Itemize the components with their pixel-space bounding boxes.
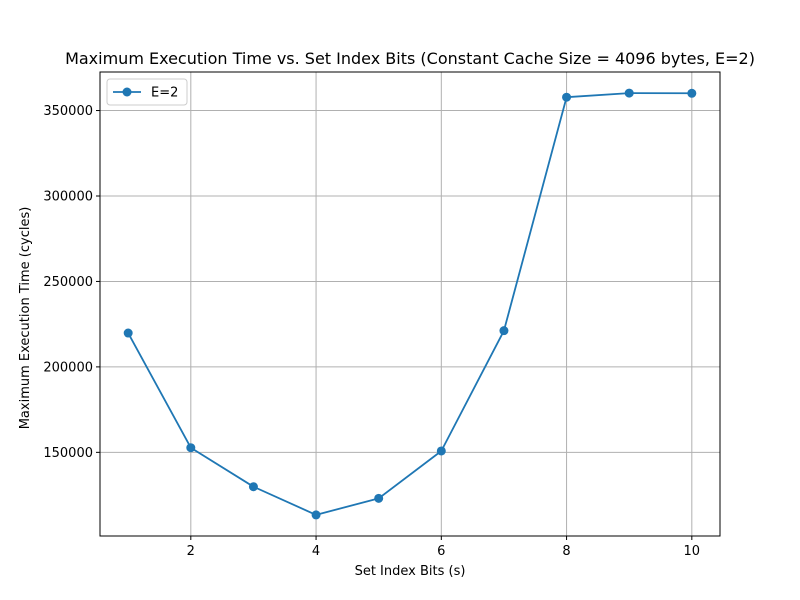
data-point (499, 326, 509, 336)
series-line (127, 92, 692, 516)
data-point (374, 493, 384, 503)
legend-box (106, 78, 188, 106)
y-tick-label: 200000 (43, 360, 93, 375)
data-point (436, 446, 446, 456)
legend-marker (122, 87, 132, 97)
y-tick-label: 150000 (43, 446, 93, 461)
y-axis-ticks: 150000 200000 250000 300000 350000 (43, 104, 100, 461)
y-tick-label: 250000 (43, 275, 93, 290)
x-tick-label: 8 (562, 544, 570, 559)
y-tick-label: 350000 (43, 104, 93, 119)
data-point (562, 92, 572, 102)
y-axis-label: Maximum Execution Time (cycles) (18, 207, 33, 430)
data-point (687, 88, 697, 98)
x-axis-ticks: 2 4 6 8 10 (187, 536, 700, 559)
grid-lines (100, 72, 720, 536)
x-tick-label: 4 (312, 544, 320, 559)
series-layer (123, 88, 697, 520)
data-point (311, 510, 321, 520)
data-point (186, 443, 196, 453)
x-axis-label: Set Index Bits (s) (355, 564, 466, 579)
y-tick-label: 300000 (43, 189, 93, 204)
chart-title: Maximum Execution Time vs. Set Index Bit… (65, 49, 755, 68)
data-point (123, 328, 133, 338)
plot-frame (99, 71, 721, 537)
x-tick-label: 6 (437, 544, 445, 559)
x-tick-label: 2 (187, 544, 195, 559)
data-point (624, 88, 634, 98)
legend: E=2 (106, 78, 188, 106)
legend-label: E=2 (151, 86, 178, 101)
data-point (248, 482, 258, 492)
x-tick-label: 10 (684, 544, 701, 559)
